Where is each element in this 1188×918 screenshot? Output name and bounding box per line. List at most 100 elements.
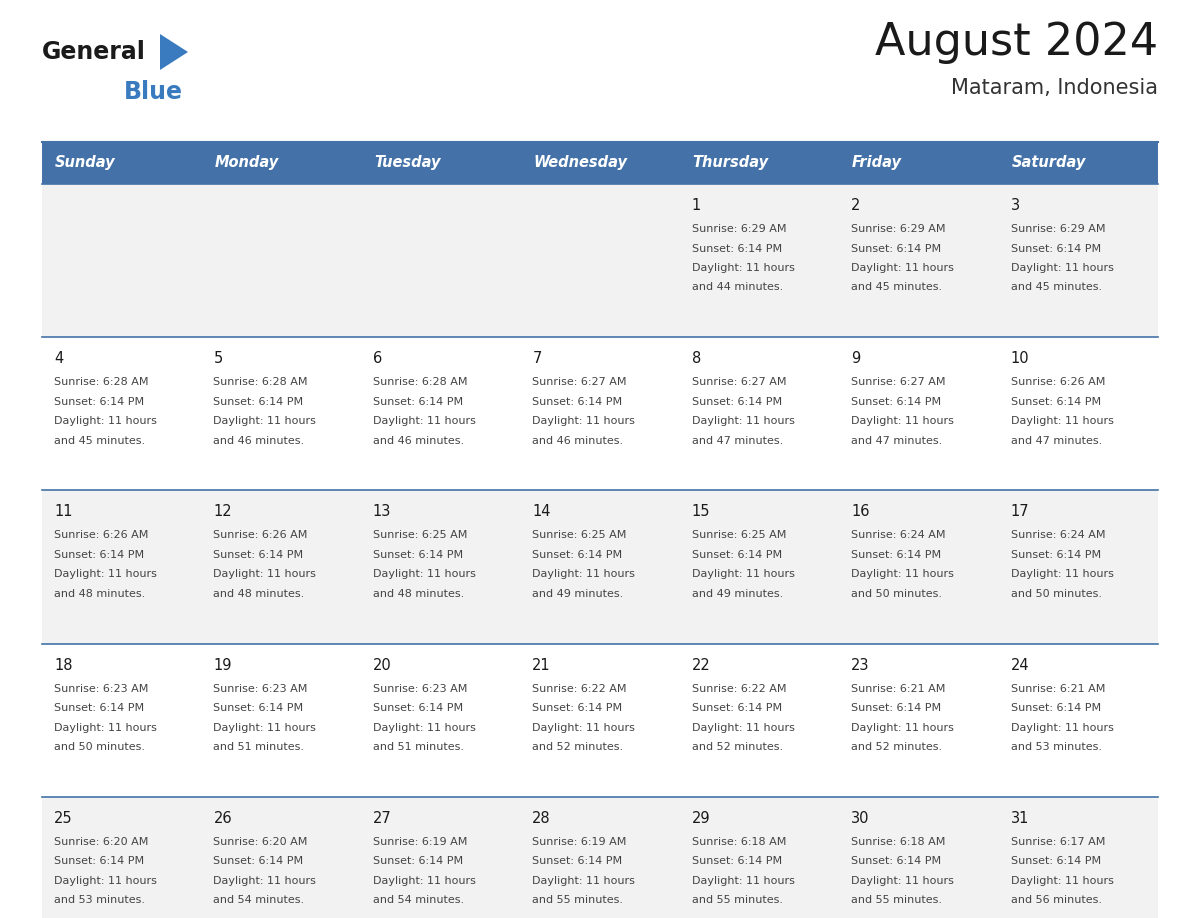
Bar	[42, 142, 1158, 184]
Text: Sunset: 6:14 PM: Sunset: 6:14 PM	[373, 550, 463, 560]
Text: Sunset: 6:14 PM: Sunset: 6:14 PM	[214, 703, 304, 713]
Text: Daylight: 11 hours: Daylight: 11 hours	[851, 876, 954, 886]
Text: 13: 13	[373, 504, 391, 520]
Text: Sunset: 6:14 PM: Sunset: 6:14 PM	[53, 397, 144, 407]
Text: Sunrise: 6:27 AM: Sunrise: 6:27 AM	[532, 377, 627, 387]
Bar	[42, 797, 1158, 918]
Text: Sunset: 6:14 PM: Sunset: 6:14 PM	[691, 243, 782, 253]
Text: 21: 21	[532, 657, 551, 673]
Text: Sunset: 6:14 PM: Sunset: 6:14 PM	[851, 703, 941, 713]
Text: and 54 minutes.: and 54 minutes.	[373, 895, 465, 905]
Text: Daylight: 11 hours: Daylight: 11 hours	[691, 569, 795, 579]
Text: Sunrise: 6:28 AM: Sunrise: 6:28 AM	[373, 377, 467, 387]
Text: Sunset: 6:14 PM: Sunset: 6:14 PM	[691, 550, 782, 560]
Text: Sunrise: 6:26 AM: Sunrise: 6:26 AM	[53, 531, 148, 541]
Text: Sunset: 6:14 PM: Sunset: 6:14 PM	[1011, 856, 1101, 867]
Text: Sunset: 6:14 PM: Sunset: 6:14 PM	[214, 856, 304, 867]
Text: and 47 minutes.: and 47 minutes.	[691, 436, 783, 446]
Text: and 48 minutes.: and 48 minutes.	[53, 589, 145, 599]
Text: Sunrise: 6:25 AM: Sunrise: 6:25 AM	[532, 531, 626, 541]
Text: and 51 minutes.: and 51 minutes.	[214, 742, 304, 752]
Text: Sunrise: 6:25 AM: Sunrise: 6:25 AM	[373, 531, 467, 541]
Text: and 49 minutes.: and 49 minutes.	[691, 589, 783, 599]
Text: Daylight: 11 hours: Daylight: 11 hours	[53, 416, 157, 426]
Text: Sunset: 6:14 PM: Sunset: 6:14 PM	[851, 856, 941, 867]
Text: Sunrise: 6:26 AM: Sunrise: 6:26 AM	[214, 531, 308, 541]
Text: 4: 4	[53, 352, 63, 366]
Text: 1: 1	[691, 198, 701, 213]
Text: 26: 26	[214, 811, 232, 826]
Text: 28: 28	[532, 811, 551, 826]
Text: Saturday: Saturday	[1011, 155, 1086, 171]
Text: Sunrise: 6:29 AM: Sunrise: 6:29 AM	[851, 224, 946, 234]
Text: Sunrise: 6:25 AM: Sunrise: 6:25 AM	[691, 531, 786, 541]
Text: 9: 9	[851, 352, 860, 366]
Text: Daylight: 11 hours: Daylight: 11 hours	[851, 263, 954, 273]
Bar	[42, 184, 1158, 337]
Text: Daylight: 11 hours: Daylight: 11 hours	[53, 569, 157, 579]
Text: Sunrise: 6:24 AM: Sunrise: 6:24 AM	[851, 531, 946, 541]
Text: Blue: Blue	[124, 80, 183, 104]
Text: Sunset: 6:14 PM: Sunset: 6:14 PM	[532, 856, 623, 867]
Text: Daylight: 11 hours: Daylight: 11 hours	[1011, 876, 1113, 886]
Text: 16: 16	[851, 504, 870, 520]
Text: 11: 11	[53, 504, 72, 520]
Text: and 52 minutes.: and 52 minutes.	[532, 742, 624, 752]
Text: and 55 minutes.: and 55 minutes.	[532, 895, 624, 905]
Text: and 46 minutes.: and 46 minutes.	[532, 436, 624, 446]
Text: 20: 20	[373, 657, 392, 673]
Text: Daylight: 11 hours: Daylight: 11 hours	[373, 876, 475, 886]
Text: Daylight: 11 hours: Daylight: 11 hours	[532, 569, 636, 579]
Text: Sunset: 6:14 PM: Sunset: 6:14 PM	[851, 397, 941, 407]
Text: and 55 minutes.: and 55 minutes.	[691, 895, 783, 905]
Text: and 50 minutes.: and 50 minutes.	[1011, 589, 1101, 599]
Text: and 45 minutes.: and 45 minutes.	[53, 436, 145, 446]
Text: Daylight: 11 hours: Daylight: 11 hours	[851, 722, 954, 733]
Text: Sunset: 6:14 PM: Sunset: 6:14 PM	[851, 550, 941, 560]
Text: Daylight: 11 hours: Daylight: 11 hours	[1011, 569, 1113, 579]
Text: 30: 30	[851, 811, 870, 826]
Text: Sunrise: 6:19 AM: Sunrise: 6:19 AM	[532, 837, 626, 846]
Text: and 45 minutes.: and 45 minutes.	[1011, 283, 1101, 293]
Text: 25: 25	[53, 811, 72, 826]
Text: Daylight: 11 hours: Daylight: 11 hours	[532, 416, 636, 426]
Text: Wednesday: Wednesday	[533, 155, 627, 171]
Text: Sunset: 6:14 PM: Sunset: 6:14 PM	[1011, 703, 1101, 713]
Text: Sunset: 6:14 PM: Sunset: 6:14 PM	[373, 397, 463, 407]
Text: Sunrise: 6:27 AM: Sunrise: 6:27 AM	[851, 377, 946, 387]
Text: 10: 10	[1011, 352, 1029, 366]
Text: 23: 23	[851, 657, 870, 673]
Text: Sunrise: 6:19 AM: Sunrise: 6:19 AM	[373, 837, 467, 846]
Text: Daylight: 11 hours: Daylight: 11 hours	[851, 569, 954, 579]
Text: Sunset: 6:14 PM: Sunset: 6:14 PM	[532, 703, 623, 713]
Text: Daylight: 11 hours: Daylight: 11 hours	[53, 876, 157, 886]
Text: 14: 14	[532, 504, 551, 520]
Bar	[42, 337, 1158, 490]
Text: and 46 minutes.: and 46 minutes.	[214, 436, 304, 446]
Text: and 52 minutes.: and 52 minutes.	[691, 742, 783, 752]
Text: Daylight: 11 hours: Daylight: 11 hours	[691, 876, 795, 886]
Text: and 46 minutes.: and 46 minutes.	[373, 436, 465, 446]
Text: 17: 17	[1011, 504, 1029, 520]
Text: Sunrise: 6:23 AM: Sunrise: 6:23 AM	[373, 684, 467, 694]
Text: and 49 minutes.: and 49 minutes.	[532, 589, 624, 599]
Text: Sunrise: 6:23 AM: Sunrise: 6:23 AM	[53, 684, 148, 694]
Text: 6: 6	[373, 352, 383, 366]
Text: 5: 5	[214, 352, 222, 366]
Text: Friday: Friday	[852, 155, 902, 171]
Bar	[42, 490, 1158, 644]
Polygon shape	[160, 34, 188, 70]
Text: Daylight: 11 hours: Daylight: 11 hours	[214, 722, 316, 733]
Text: Sunrise: 6:20 AM: Sunrise: 6:20 AM	[214, 837, 308, 846]
Text: 31: 31	[1011, 811, 1029, 826]
Text: Sunrise: 6:22 AM: Sunrise: 6:22 AM	[691, 684, 786, 694]
Text: Sunrise: 6:20 AM: Sunrise: 6:20 AM	[53, 837, 148, 846]
Text: 29: 29	[691, 811, 710, 826]
Text: Sunset: 6:14 PM: Sunset: 6:14 PM	[691, 856, 782, 867]
Text: and 45 minutes.: and 45 minutes.	[851, 283, 942, 293]
Text: Sunset: 6:14 PM: Sunset: 6:14 PM	[691, 397, 782, 407]
Text: August 2024: August 2024	[874, 20, 1158, 63]
Text: Sunset: 6:14 PM: Sunset: 6:14 PM	[373, 703, 463, 713]
Text: Daylight: 11 hours: Daylight: 11 hours	[214, 416, 316, 426]
Text: Sunrise: 6:28 AM: Sunrise: 6:28 AM	[53, 377, 148, 387]
